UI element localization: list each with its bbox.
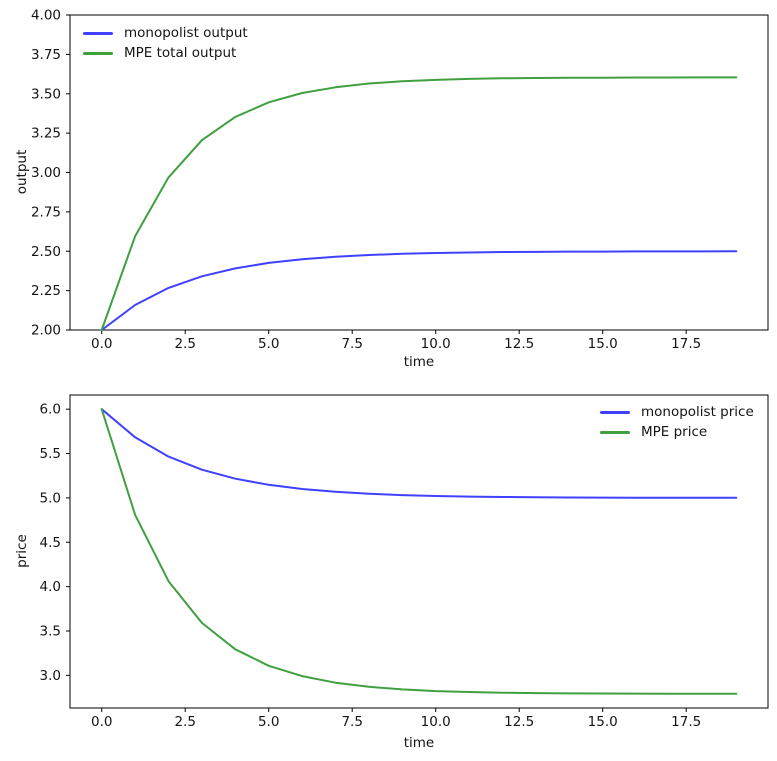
time-axis-label-output-chart: time bbox=[403, 354, 435, 370]
x-tick-label: 2.5 bbox=[174, 714, 195, 730]
monopolist-price-line-icon bbox=[600, 410, 630, 414]
y-tick-label: 2.75 bbox=[31, 204, 61, 220]
output-chart: 0.0 2.5 5.0 7.5 10.0 12.5 15.0 17.5 2.00 2.25 2.50… bbox=[31, 8, 769, 352]
y-tick-label: 5.0 bbox=[40, 490, 61, 506]
x-tick-label: 10.0 bbox=[421, 336, 451, 352]
series-line-monopolist-price bbox=[100, 408, 738, 499]
x-tick-label: 12.5 bbox=[504, 714, 534, 730]
mpe-total-output-line-icon bbox=[83, 51, 113, 55]
legend-item: monopolist output bbox=[83, 23, 248, 43]
x-tick-label: 7.5 bbox=[341, 714, 362, 730]
x-tick-label: 2.5 bbox=[174, 336, 195, 352]
x-tick-label: 0.0 bbox=[91, 714, 112, 730]
y-tick-label: 5.5 bbox=[40, 446, 61, 462]
y-tick-label: 4.5 bbox=[40, 535, 61, 551]
legend-price-chart: monopolist price MPE price bbox=[600, 402, 754, 442]
legend-label-mpe-price: MPE price bbox=[641, 424, 708, 440]
y-tick-label: 2.00 bbox=[31, 323, 61, 339]
legend-output-chart: monopolist output MPE total output bbox=[83, 23, 248, 63]
y-tick-label: 4.00 bbox=[31, 8, 61, 24]
x-tick-label: 17.5 bbox=[671, 714, 701, 730]
y-tick-label: 3.50 bbox=[31, 86, 61, 102]
series-line-MPE-total-output bbox=[100, 76, 738, 331]
x-tick-label: 5.0 bbox=[258, 714, 279, 730]
series-line-MPE-price bbox=[100, 408, 738, 695]
x-tick-label: 17.5 bbox=[671, 336, 701, 352]
legend-item: MPE total output bbox=[83, 43, 248, 63]
legend-label-mpe-total-output: MPE total output bbox=[124, 45, 237, 61]
monopolist-output-line-icon bbox=[83, 31, 113, 35]
x-tick-label: 15.0 bbox=[588, 714, 618, 730]
x-tick-label: 5.0 bbox=[258, 336, 279, 352]
y-tick-label: 3.00 bbox=[31, 165, 61, 181]
y-tick-label: 3.25 bbox=[31, 126, 61, 142]
y-tick-label: 4.0 bbox=[40, 579, 61, 595]
price-chart: 0.0 2.5 5.0 7.5 10.0 12.5 15.0 17.5 3.0 3.5 4.0 4.5… bbox=[40, 394, 769, 730]
price-axis-label: price bbox=[14, 534, 30, 568]
y-tick-label: 2.25 bbox=[31, 283, 61, 299]
legend-label-monopolist-output: monopolist output bbox=[124, 25, 248, 41]
x-tick-label: 12.5 bbox=[504, 336, 534, 352]
y-tick-label: 6.0 bbox=[40, 402, 61, 418]
legend-label-monopolist-price: monopolist price bbox=[641, 404, 754, 420]
plot-frame bbox=[69, 394, 769, 709]
output-axis-label: output bbox=[14, 149, 30, 195]
x-tick-label: 10.0 bbox=[421, 714, 451, 730]
x-tick-label: 15.0 bbox=[588, 336, 618, 352]
legend-item: monopolist price bbox=[600, 402, 754, 422]
time-axis-label-price-chart: time bbox=[403, 735, 435, 751]
y-tick-label: 2.50 bbox=[31, 244, 61, 260]
x-tick-label: 7.5 bbox=[341, 336, 362, 352]
legend-item: MPE price bbox=[600, 422, 754, 442]
mpe-price-line-icon bbox=[600, 430, 630, 434]
y-tick-label: 3.0 bbox=[40, 668, 61, 684]
series-line-monopolist-output bbox=[100, 250, 738, 331]
y-tick-label: 3.75 bbox=[31, 47, 61, 63]
y-tick-label: 3.5 bbox=[40, 623, 61, 639]
x-tick-label: 0.0 bbox=[91, 336, 112, 352]
